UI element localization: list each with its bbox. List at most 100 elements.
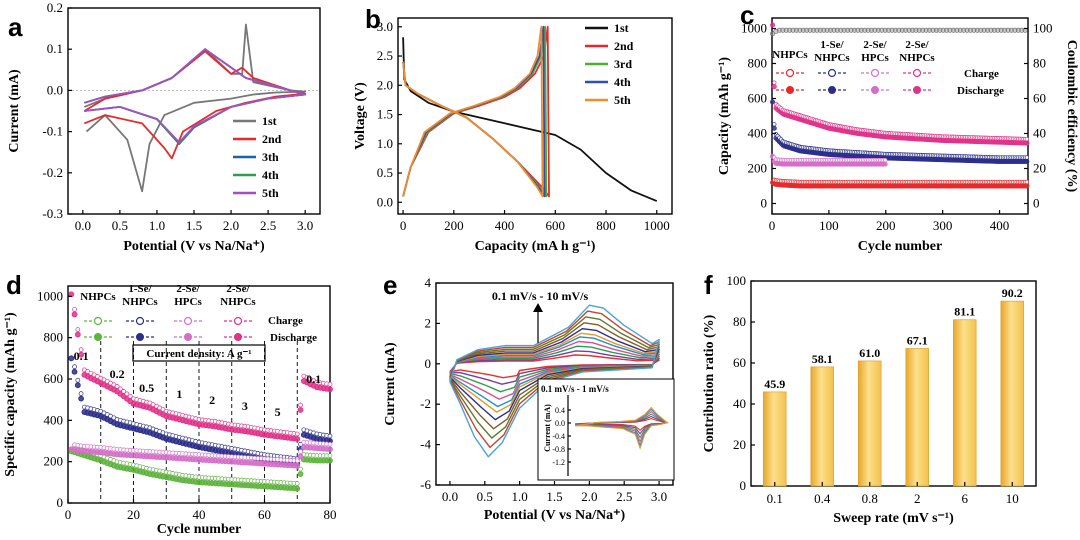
x-tick-label-a: 3.0 bbox=[297, 218, 313, 233]
panel-label-e: e bbox=[383, 270, 397, 300]
y-axis-label-b: Voltage (V) bbox=[353, 82, 368, 150]
data-point-discharge bbox=[74, 382, 81, 389]
y-tick-label-b: 2.0 bbox=[377, 77, 393, 92]
bar-10 bbox=[1000, 300, 1024, 487]
legend-group-label-d: 1-Se/ bbox=[128, 283, 152, 295]
x-axis-label-c: Cycle number bbox=[858, 239, 942, 254]
legend-marker-charge-d bbox=[233, 316, 243, 326]
rate-label-d: 0.1 bbox=[74, 349, 89, 363]
legend-marker-charge-c bbox=[912, 68, 922, 78]
data-point-discharge bbox=[882, 161, 888, 167]
panel-b-gcd-chart: 0 200 400 600 800 1000 0.0 0.5 1.0 1.5 2.0 2.5 3.0 Ca… bbox=[353, 17, 673, 254]
bar-value-label: 61.0 bbox=[859, 346, 880, 360]
y-tick-label-f: 0 bbox=[740, 478, 747, 493]
inset-frame-e bbox=[537, 378, 675, 481]
x-tick-label-a: 0.0 bbox=[75, 218, 91, 233]
x-tick-label-d: 0 bbox=[65, 507, 72, 522]
x-tick-label-c: 100 bbox=[819, 218, 839, 233]
bar-value-label: 67.1 bbox=[907, 333, 928, 347]
bar-value-label: 81.1 bbox=[954, 305, 975, 319]
inset-y-tick-label: -0.8 bbox=[552, 445, 565, 454]
legend-group-label-c: NHPCs bbox=[772, 49, 808, 61]
y-tick-label-b: 2.5 bbox=[377, 48, 393, 63]
legend-label-a: 4th bbox=[262, 168, 279, 182]
legend-label-a: 2nd bbox=[262, 132, 282, 146]
panel-f-bar-chart: 45.90.158.10.461.00.867.1281.1690.210020… bbox=[702, 273, 1037, 526]
x-tick-label-c: 200 bbox=[876, 218, 896, 233]
legend-row-discharge-d: Discharge bbox=[270, 332, 317, 344]
legend-row-charge-d: Charge bbox=[268, 315, 303, 327]
data-point-discharge bbox=[71, 368, 78, 375]
data-point-discharge bbox=[294, 485, 301, 492]
bar-0.8 bbox=[858, 360, 882, 487]
y2-tick-label-c: 40 bbox=[1033, 126, 1046, 141]
data-point-discharge bbox=[294, 462, 301, 469]
data-point-discharge bbox=[327, 457, 333, 464]
data-point-charge bbox=[298, 449, 303, 454]
x-tick-label-e: 1.0 bbox=[512, 489, 528, 504]
legend-group-label-d: NHPCs bbox=[80, 291, 116, 303]
y-tick-label-b: 1.5 bbox=[377, 107, 393, 122]
y2-tick-label-c: 80 bbox=[1033, 56, 1046, 71]
y-tick-label-f: 100 bbox=[727, 273, 747, 288]
y-axis-label-d: Specific capacity (mAh g⁻¹) bbox=[3, 312, 18, 477]
panel-label-b: b bbox=[365, 4, 381, 34]
y-tick-label-a: 0.1 bbox=[47, 41, 63, 56]
y-axis-label-a: Current (mA) bbox=[7, 69, 22, 153]
legend-group-label-d: HPCs bbox=[174, 296, 202, 308]
x-tick-label-b: 600 bbox=[546, 218, 566, 233]
legend-marker-discharge-d bbox=[234, 333, 242, 341]
data-point-charge bbox=[1024, 136, 1030, 142]
y-axis-label-f: Contribution ratio (%) bbox=[702, 314, 717, 452]
inset-y-tick-label: 0.0 bbox=[555, 419, 565, 428]
series-line-0.6-mV/s bbox=[449, 340, 660, 400]
inset-y-tick-label: 0.4 bbox=[555, 406, 565, 415]
data-point-charge bbox=[127, 393, 133, 399]
data-point-discharge bbox=[1024, 183, 1030, 189]
y2-tick-label-c: 60 bbox=[1033, 91, 1046, 106]
plot-frame-b bbox=[397, 17, 673, 215]
x-tick-label-d: 80 bbox=[324, 507, 337, 522]
data-point-charge bbox=[298, 402, 303, 408]
legend-label-a: 3th bbox=[262, 150, 279, 164]
x-tick-label-e: 2.0 bbox=[581, 489, 597, 504]
legend-label-b: 5th bbox=[614, 93, 631, 107]
y-tick-label-a: -0.3 bbox=[42, 206, 63, 221]
legend-marker-discharge-c bbox=[871, 86, 879, 94]
plot-frame-f bbox=[750, 280, 1037, 487]
x-tick-label-d: 40 bbox=[193, 507, 206, 522]
data-point-charge bbox=[75, 327, 81, 332]
y-tick-label-e: 2 bbox=[425, 315, 432, 330]
data-point-discharge bbox=[297, 453, 304, 460]
bar-2 bbox=[905, 348, 929, 487]
y-tick-label-d: 200 bbox=[44, 454, 64, 469]
legend-marker-discharge-c bbox=[828, 86, 836, 94]
series-line-5th bbox=[84, 48, 307, 144]
rate-label-d: 0.1 bbox=[306, 372, 321, 386]
data-point-discharge bbox=[771, 84, 777, 90]
rate-label-d: 0.5 bbox=[139, 381, 154, 395]
data-point-discharge bbox=[771, 125, 777, 131]
x-tick-label-e: 2.5 bbox=[616, 489, 632, 504]
y2-tick-label-c: 0 bbox=[1033, 196, 1040, 211]
data-point-charge bbox=[298, 466, 303, 472]
y2-tick-label-c: 20 bbox=[1033, 161, 1046, 176]
legend-label-a: 5th bbox=[262, 186, 279, 200]
legend-label-b: 4th bbox=[614, 75, 631, 89]
legend-marker-discharge-c bbox=[913, 86, 921, 94]
panel-label-f: f bbox=[704, 270, 713, 300]
legend-group-label-d: 2-Se/ bbox=[226, 283, 250, 295]
bar-0.4 bbox=[810, 366, 834, 487]
data-point-charge bbox=[1024, 155, 1030, 160]
data-point-discharge bbox=[78, 351, 84, 358]
y-tick-label-b: 0.0 bbox=[377, 194, 393, 209]
series-line-10-mV/s bbox=[449, 304, 660, 458]
y-axis-label-c: Capacity (mAh g⁻¹) bbox=[717, 57, 732, 175]
legend-marker-charge-d bbox=[183, 316, 193, 326]
data-point-charge bbox=[78, 391, 84, 396]
x-tick-label-a: 2.5 bbox=[260, 218, 276, 233]
y-tick-label-f: 80 bbox=[733, 314, 746, 329]
data-point-charge bbox=[75, 377, 81, 383]
x-tick-label-d: 60 bbox=[258, 507, 271, 522]
legend-group-label-c: 2-Se/ bbox=[905, 39, 929, 51]
